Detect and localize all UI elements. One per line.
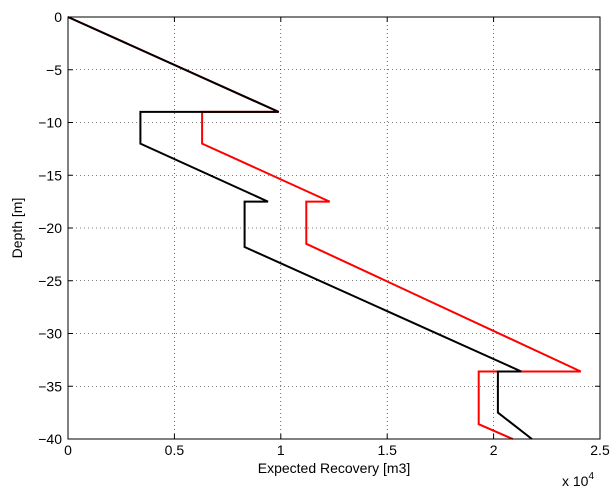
y-tick-label: −5 (46, 62, 62, 78)
y-axis-label: Depth [m] (9, 198, 25, 259)
y-tick-label: −10 (38, 115, 62, 131)
y-tick-label: −15 (38, 167, 62, 183)
x-tick-labels: 0 0.5 1 1.5 2 2.5 (64, 442, 610, 458)
x-tick-label: 0 (64, 442, 72, 458)
grid (68, 17, 600, 439)
x-multiplier-exponent: 4 (588, 471, 594, 482)
series-line-2 (67, 16, 533, 440)
x-tick-label: 2.5 (590, 442, 610, 458)
x-axis-label: Expected Recovery [m3] (258, 460, 411, 476)
y-tick-label: 0 (54, 9, 62, 25)
x-tick-label: 0.5 (165, 442, 185, 458)
x-tick-label: 1 (277, 442, 285, 458)
y-tick-label: −35 (38, 378, 62, 394)
y-tick-label: −40 (38, 431, 62, 447)
y-tick-label: −30 (38, 326, 62, 342)
y-tick-labels: 0 −5 −10 −15 −20 −25 −30 −35 −40 (38, 9, 62, 447)
x-axis-multiplier: x 104 (562, 471, 594, 489)
x-tick-label: 2 (490, 442, 498, 458)
ticks (67, 16, 601, 440)
y-tick-label: −20 (38, 220, 62, 236)
x-tick-label: 1.5 (377, 442, 397, 458)
series-group (67, 16, 582, 440)
x-multiplier-base: x 10 (562, 473, 589, 489)
y-tick-label: −25 (38, 273, 62, 289)
